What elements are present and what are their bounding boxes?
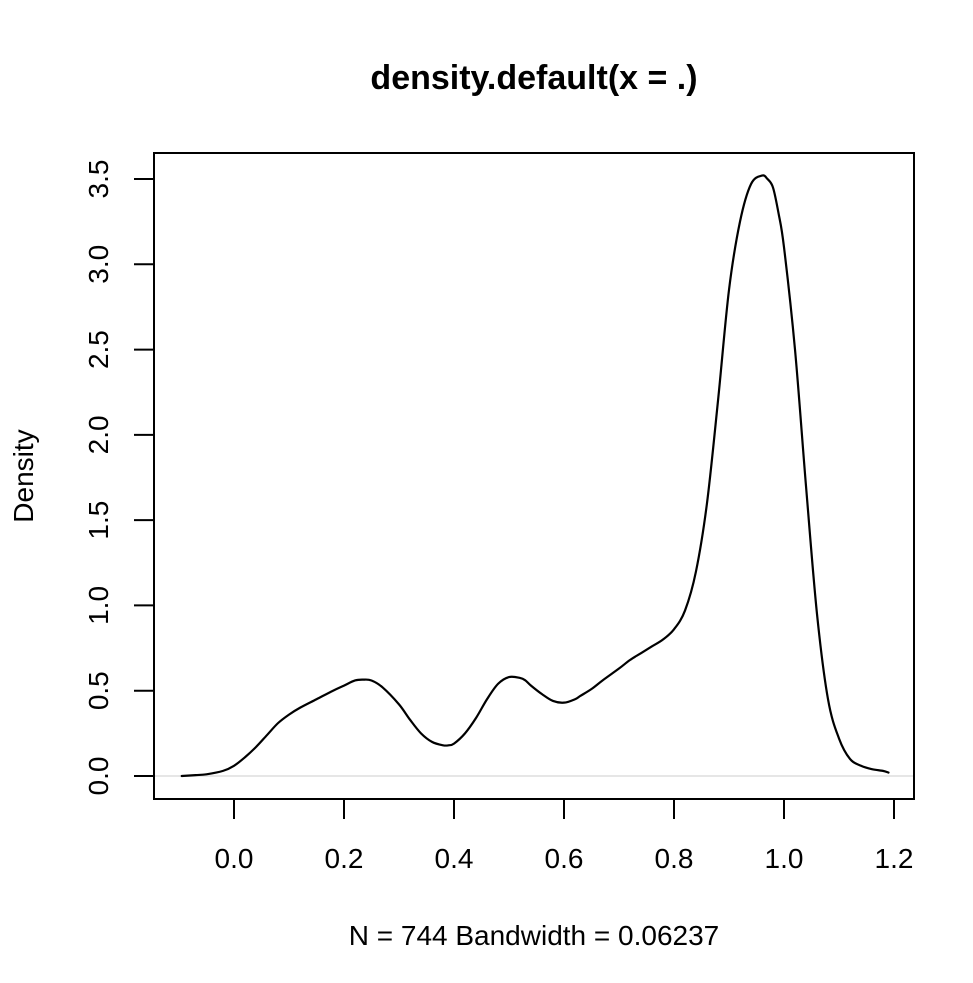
plot-frame [153, 152, 915, 800]
x-axis-title: N = 744 Bandwidth = 0.06237 [349, 920, 720, 951]
x-tick-label: 0.0 [215, 843, 254, 874]
y-axis: 0.0 0.5 1.0 1.5 2.0 2.5 3.0 3.5 [83, 160, 154, 796]
y-tick-label: 3.5 [83, 160, 114, 199]
chart-title: density.default(x = .) [370, 59, 697, 97]
x-axis: 0.0 0.2 0.4 0.6 0.8 1.0 1.2 [215, 799, 914, 874]
y-tick-label: 1.5 [83, 501, 114, 540]
x-tick-label: 0.2 [325, 843, 364, 874]
x-tick-label: 0.6 [545, 843, 584, 874]
y-tick-label: 2.0 [83, 415, 114, 454]
x-tick-label: 0.8 [655, 843, 694, 874]
y-tick-label: 0.0 [83, 757, 114, 796]
x-tick-label: 0.4 [435, 843, 474, 874]
y-tick-label: 0.5 [83, 671, 114, 710]
y-tick-label: 3.0 [83, 245, 114, 284]
y-tick-label: 2.5 [83, 330, 114, 369]
x-tick-label: 1.2 [875, 843, 914, 874]
y-axis-title: Density [8, 429, 39, 522]
density-curve [180, 174, 890, 778]
x-tick-label: 1.0 [765, 843, 804, 874]
y-tick-label: 1.0 [83, 586, 114, 625]
